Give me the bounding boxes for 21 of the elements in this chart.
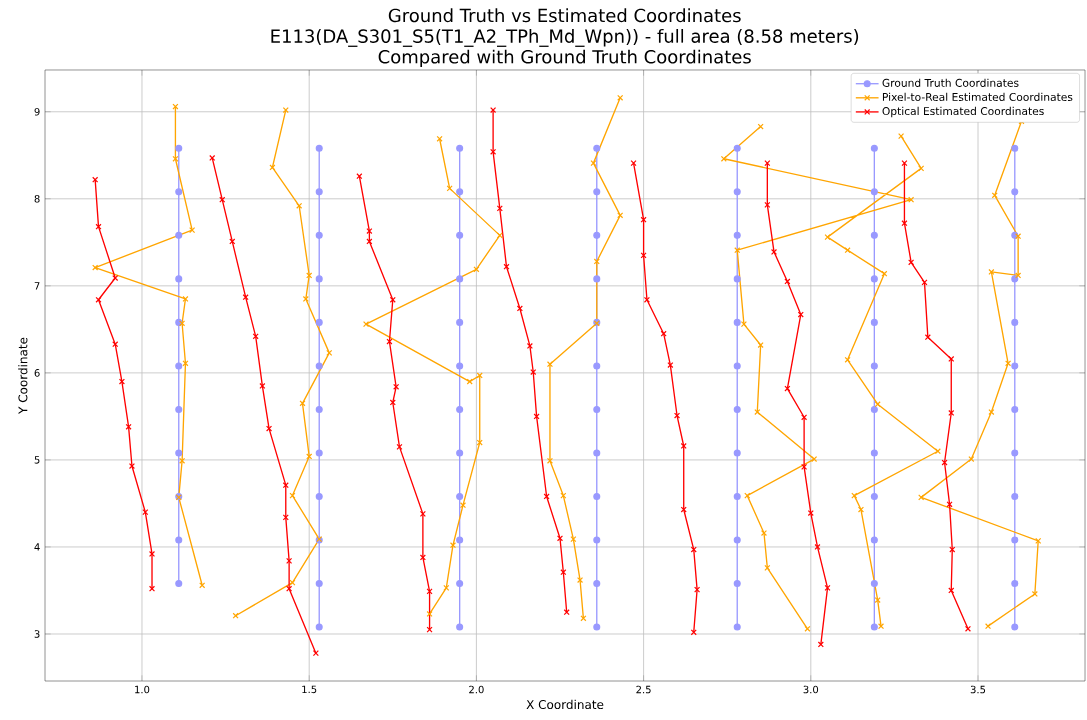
x-tick-label: 3.0 xyxy=(803,685,819,694)
y-tick-label: 6 xyxy=(34,369,40,377)
text: Compared with Ground Truth Coordinates xyxy=(378,49,751,68)
x-tick-label: 1.0 xyxy=(135,685,150,694)
y-tick-label: 3 xyxy=(34,630,40,638)
y-tick-label: 4 xyxy=(34,543,40,551)
x-tick-label: 1.5 xyxy=(302,685,317,694)
x-axis-title: X Coordinate xyxy=(526,699,604,710)
y-tick-label: 9 xyxy=(34,107,40,116)
y-tick-label: 8 xyxy=(34,195,40,203)
legend-label: Optical Estimated Coordinates xyxy=(882,106,1044,118)
legend-label: Pixel-to-Real Estimated Coordinates xyxy=(882,92,1073,102)
y-tick-label: 7 xyxy=(34,282,40,290)
y-tick-label: 5 xyxy=(34,456,40,464)
x-tick-label: 3.5 xyxy=(970,685,986,694)
legend-label: Ground Truth Coordinates xyxy=(882,78,1019,87)
chart-title: Ground Truth vs Estimated Coordinates xyxy=(388,8,741,23)
chart-subtitle: E113(DA_S301_S5(T1_A2_TPh_Md_Wpn)) - full area (8.58 meters) xyxy=(271,28,859,47)
y-axis-title: Y Coordinate xyxy=(18,337,28,414)
x-tick-label: 2.5 xyxy=(636,685,651,694)
x-tick-label: 2.0 xyxy=(469,685,484,694)
